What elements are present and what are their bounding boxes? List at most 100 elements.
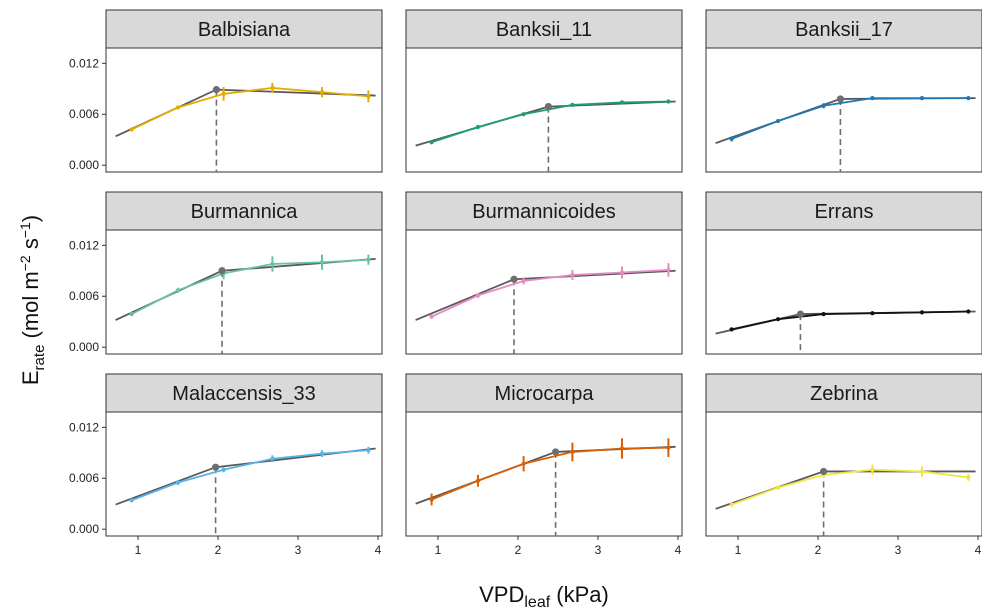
facet-strip-label: Burmannica bbox=[191, 201, 299, 223]
data-point bbox=[570, 102, 575, 108]
data-point bbox=[775, 118, 781, 124]
facet-strip bbox=[105, 373, 383, 413]
data-point bbox=[319, 260, 325, 265]
plot-area bbox=[705, 47, 982, 173]
data-point bbox=[319, 90, 325, 95]
data-point bbox=[521, 278, 526, 284]
data-point bbox=[919, 310, 925, 315]
data-point bbox=[521, 461, 526, 466]
facet-strip bbox=[405, 373, 683, 413]
y-tick-label: 0.012 bbox=[69, 238, 99, 252]
facet-strip-label: Errans bbox=[815, 201, 874, 223]
data-point bbox=[429, 140, 434, 145]
breakpoint-point bbox=[544, 103, 553, 111]
y-tick-label: 0.006 bbox=[69, 471, 99, 485]
data-point bbox=[870, 311, 875, 316]
breakpoint-point bbox=[820, 467, 828, 476]
x-tick-label: 4 bbox=[375, 543, 382, 557]
data-point bbox=[619, 100, 625, 105]
panels-layer: Balbisiana 0.000 0.006 0.012 Banksii_11 Banks… bbox=[69, 9, 982, 557]
x-axis-title: VPDleaf (kPa) bbox=[479, 582, 609, 609]
x-axis-title-main: VPD bbox=[479, 582, 524, 607]
data-point bbox=[966, 96, 971, 101]
facet-panel: Malaccensis_33 0.000 0.006 0.012 1 2 3 4 bbox=[69, 373, 383, 557]
observed-line bbox=[131, 258, 369, 315]
x-axis-title-sub: leaf bbox=[524, 594, 550, 609]
facet-strip-label: Microcarpa bbox=[495, 383, 595, 405]
x-tick-label: 1 bbox=[435, 543, 442, 557]
data-point bbox=[221, 467, 226, 472]
data-point bbox=[966, 309, 971, 314]
y-tick-label: 0.000 bbox=[69, 158, 99, 172]
facet-panel: Banksii_11 bbox=[405, 9, 683, 173]
facet-strip-label: Burmannicoides bbox=[472, 201, 615, 223]
facet-panel: Balbisiana 0.000 0.006 0.012 bbox=[69, 9, 383, 173]
y-axis-title-unit-post: ) bbox=[18, 215, 43, 222]
x-axis-title-unit: (kPa) bbox=[550, 582, 609, 607]
x-tick-label: 3 bbox=[595, 543, 602, 557]
data-point bbox=[666, 445, 671, 450]
data-point bbox=[175, 288, 181, 293]
plot-area bbox=[105, 47, 383, 173]
data-point bbox=[729, 327, 734, 332]
data-point bbox=[821, 311, 826, 317]
plot-area bbox=[705, 229, 982, 355]
x-tick-label: 2 bbox=[815, 543, 822, 557]
observed-line bbox=[431, 446, 669, 501]
y-tick-label: 0.012 bbox=[69, 56, 99, 70]
data-point bbox=[870, 96, 875, 101]
data-point bbox=[619, 446, 625, 451]
breakpoint-point bbox=[796, 310, 805, 318]
y-tick-label: 0.000 bbox=[69, 522, 99, 536]
observed-line bbox=[731, 97, 969, 140]
observed-line bbox=[131, 87, 369, 131]
data-point bbox=[619, 270, 625, 275]
data-point bbox=[729, 136, 734, 141]
y-tick-label: 0.006 bbox=[69, 107, 99, 121]
data-point bbox=[129, 311, 134, 317]
facet-strip-label: Zebrina bbox=[810, 383, 879, 405]
data-point bbox=[175, 105, 181, 110]
facet-strip bbox=[705, 9, 982, 49]
x-tick-label: 1 bbox=[135, 543, 142, 557]
data-point bbox=[966, 475, 971, 480]
y-axis-title-main: E bbox=[18, 370, 43, 385]
y-tick-label: 0.006 bbox=[69, 289, 99, 303]
facet-strip-label: Malaccensis_33 bbox=[172, 383, 315, 405]
data-point bbox=[270, 85, 275, 91]
observed-line bbox=[731, 310, 969, 331]
data-point bbox=[870, 467, 875, 472]
observed-line bbox=[131, 449, 369, 502]
data-point bbox=[129, 498, 134, 503]
facet-panel: Microcarpa 1 2 3 4 bbox=[405, 373, 683, 557]
x-tick-label: 4 bbox=[975, 543, 982, 557]
data-point bbox=[366, 257, 371, 262]
y-axis-title-sub: rate bbox=[31, 345, 48, 371]
data-point bbox=[775, 317, 781, 322]
facet-strip-label: Banksii_11 bbox=[496, 19, 592, 41]
facet-strip bbox=[105, 9, 383, 49]
facet-strip bbox=[705, 191, 982, 231]
data-point bbox=[570, 449, 575, 455]
observed-line bbox=[731, 468, 969, 506]
y-tick-label: 0.000 bbox=[69, 340, 99, 354]
breakpoint-point bbox=[510, 275, 518, 283]
data-point bbox=[319, 451, 325, 456]
x-tick-label: 4 bbox=[675, 543, 682, 557]
facet-strip bbox=[705, 373, 982, 413]
x-tick-label: 2 bbox=[515, 543, 522, 557]
data-point bbox=[475, 293, 481, 298]
data-point bbox=[666, 267, 671, 273]
data-point bbox=[475, 124, 481, 130]
x-tick-label: 3 bbox=[895, 543, 902, 557]
y-axis-title-exp1: −2 bbox=[17, 255, 33, 271]
y-axis-title-unit-mid: s bbox=[18, 238, 43, 255]
facet-strip-label: Banksii_17 bbox=[795, 19, 893, 41]
data-point bbox=[521, 112, 526, 117]
data-point bbox=[729, 502, 734, 507]
plot-area bbox=[105, 411, 383, 537]
data-point bbox=[475, 478, 481, 483]
data-point bbox=[129, 127, 134, 132]
x-tick-label: 1 bbox=[735, 543, 742, 557]
data-point bbox=[366, 448, 371, 453]
